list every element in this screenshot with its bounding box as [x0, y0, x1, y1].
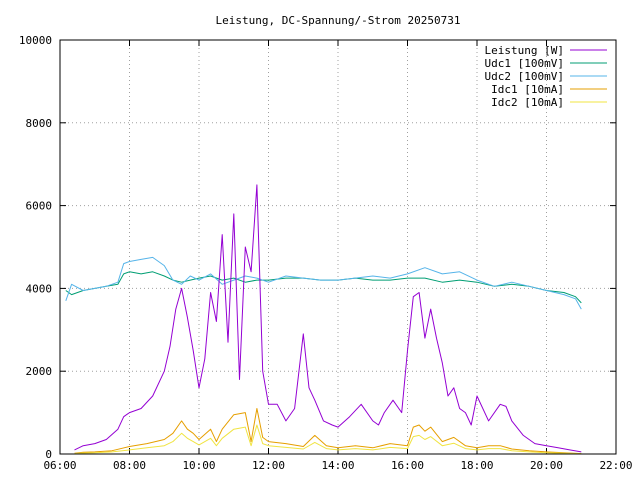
x-tick-label: 16:00: [391, 459, 424, 472]
x-tick-label: 06:00: [43, 459, 76, 472]
x-axis-ticks: 06:00 08:00 10:00 12:00 14:00 16:00 18:00 20:00…: [43, 40, 633, 472]
series-layer: [65, 184, 582, 455]
x-tick-label: 20:00: [530, 459, 563, 472]
series-line-0: [74, 184, 582, 453]
y-tick-label: 2000: [26, 365, 53, 378]
grid: [60, 40, 616, 454]
y-tick-label: 4000: [26, 282, 53, 295]
legend: Leistung [W]Udc1 [100mV]Udc2 [100mV]Idc1…: [485, 44, 607, 109]
x-tick-label: 08:00: [113, 459, 146, 472]
legend-label: Udc2 [100mV]: [485, 70, 564, 83]
x-tick-label: 22:00: [599, 459, 632, 472]
legend-label: Leistung [W]: [485, 44, 564, 57]
x-tick-label: 18:00: [460, 459, 493, 472]
y-tick-label: 8000: [26, 117, 53, 130]
x-tick-label: 12:00: [252, 459, 285, 472]
y-tick-label: 0: [45, 448, 52, 461]
series-line-3: [74, 408, 582, 455]
y-axis-ticks: 0 2000 4000 6000 8000 10000: [19, 34, 616, 461]
legend-label: Udc1 [100mV]: [485, 57, 564, 70]
series-line-1: [65, 271, 582, 304]
y-tick-label: 10000: [19, 34, 52, 47]
series-line-2: [65, 256, 582, 310]
y-tick-label: 6000: [26, 200, 53, 213]
x-tick-label: 10:00: [182, 459, 215, 472]
plot-frame: [59, 39, 617, 455]
legend-label: Idc2 [10mA]: [491, 96, 564, 109]
series-line-4: [74, 424, 582, 455]
chart-title: Leistung, DC-Spannung/-Strom 20250731: [215, 14, 460, 27]
legend-label: Idc1 [10mA]: [491, 83, 564, 96]
x-tick-label: 14:00: [321, 459, 354, 472]
